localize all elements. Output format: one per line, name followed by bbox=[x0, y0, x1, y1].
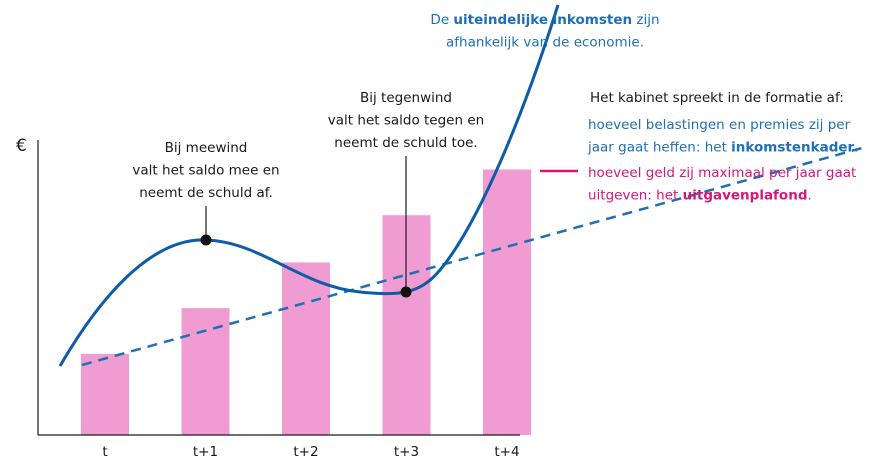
text-span: Bij meewind bbox=[165, 140, 248, 156]
text-span: De bbox=[430, 12, 453, 28]
text-span: valt het saldo mee en bbox=[132, 163, 279, 179]
annotation-line: Bij meewind bbox=[165, 140, 248, 156]
annotation-line: jaar gaat heffen: het inkomstenkader. bbox=[587, 140, 858, 156]
annotation-line: valt het saldo mee en bbox=[132, 163, 279, 179]
annotation-line: Het kabinet spreekt in de formatie af: bbox=[590, 90, 844, 106]
economy-curve bbox=[58, 4, 560, 367]
text-span: valt het saldo tegen en bbox=[328, 113, 484, 129]
text-span: neemt de schuld af. bbox=[139, 185, 273, 201]
text-span: hoeveel geld zij maximaal per jaar gaat bbox=[588, 165, 856, 181]
bars bbox=[81, 169, 531, 435]
text-span: hoeveel belastingen en premies zij per bbox=[588, 117, 851, 133]
bar bbox=[282, 262, 330, 435]
text-span: . bbox=[854, 140, 858, 156]
annotation-line: afhankelijk van de economie. bbox=[446, 35, 644, 51]
text-span: . bbox=[807, 188, 811, 204]
emphasis: uitgavenplafond bbox=[683, 188, 808, 204]
x-tick-label: t+4 bbox=[494, 444, 519, 460]
text-span: uitgeven: het bbox=[588, 188, 683, 204]
x-tick-label: t+2 bbox=[293, 444, 318, 460]
annotation-line: hoeveel geld zij maximaal per jaar gaat bbox=[588, 165, 856, 181]
text-span: jaar gaat heffen: het bbox=[587, 140, 731, 156]
bar bbox=[181, 308, 230, 435]
annotation-line: valt het saldo tegen en bbox=[328, 113, 484, 129]
marker bbox=[200, 234, 212, 246]
bar bbox=[483, 169, 531, 435]
text-span: Het kabinet spreekt in de formatie af: bbox=[590, 90, 844, 106]
marker bbox=[400, 286, 412, 298]
bar bbox=[81, 353, 129, 435]
emphasis: inkomstenkader bbox=[731, 140, 854, 156]
text-span: neemt de schuld toe. bbox=[334, 135, 477, 151]
x-tick-label: t+3 bbox=[394, 444, 419, 460]
annotation-line: neemt de schuld toe. bbox=[334, 135, 477, 151]
x-tick-label: t+1 bbox=[193, 444, 218, 460]
annotation-line: uitgeven: het uitgavenplafond. bbox=[588, 188, 812, 204]
annotation-line: De uiteindelijke inkomsten zijn bbox=[430, 12, 659, 28]
x-tick-label: t bbox=[102, 444, 107, 460]
text-span: afhankelijk van de economie. bbox=[446, 35, 644, 51]
y-axis-label: € bbox=[16, 136, 27, 156]
annotation-line: Bij tegenwind bbox=[360, 90, 452, 106]
text-span: Bij tegenwind bbox=[360, 90, 452, 106]
annotation-line: neemt de schuld af. bbox=[139, 185, 273, 201]
annotation-line: hoeveel belastingen en premies zij per bbox=[588, 117, 851, 133]
text-span: zijn bbox=[632, 12, 659, 28]
emphasis: uiteindelijke inkomsten bbox=[453, 12, 632, 28]
